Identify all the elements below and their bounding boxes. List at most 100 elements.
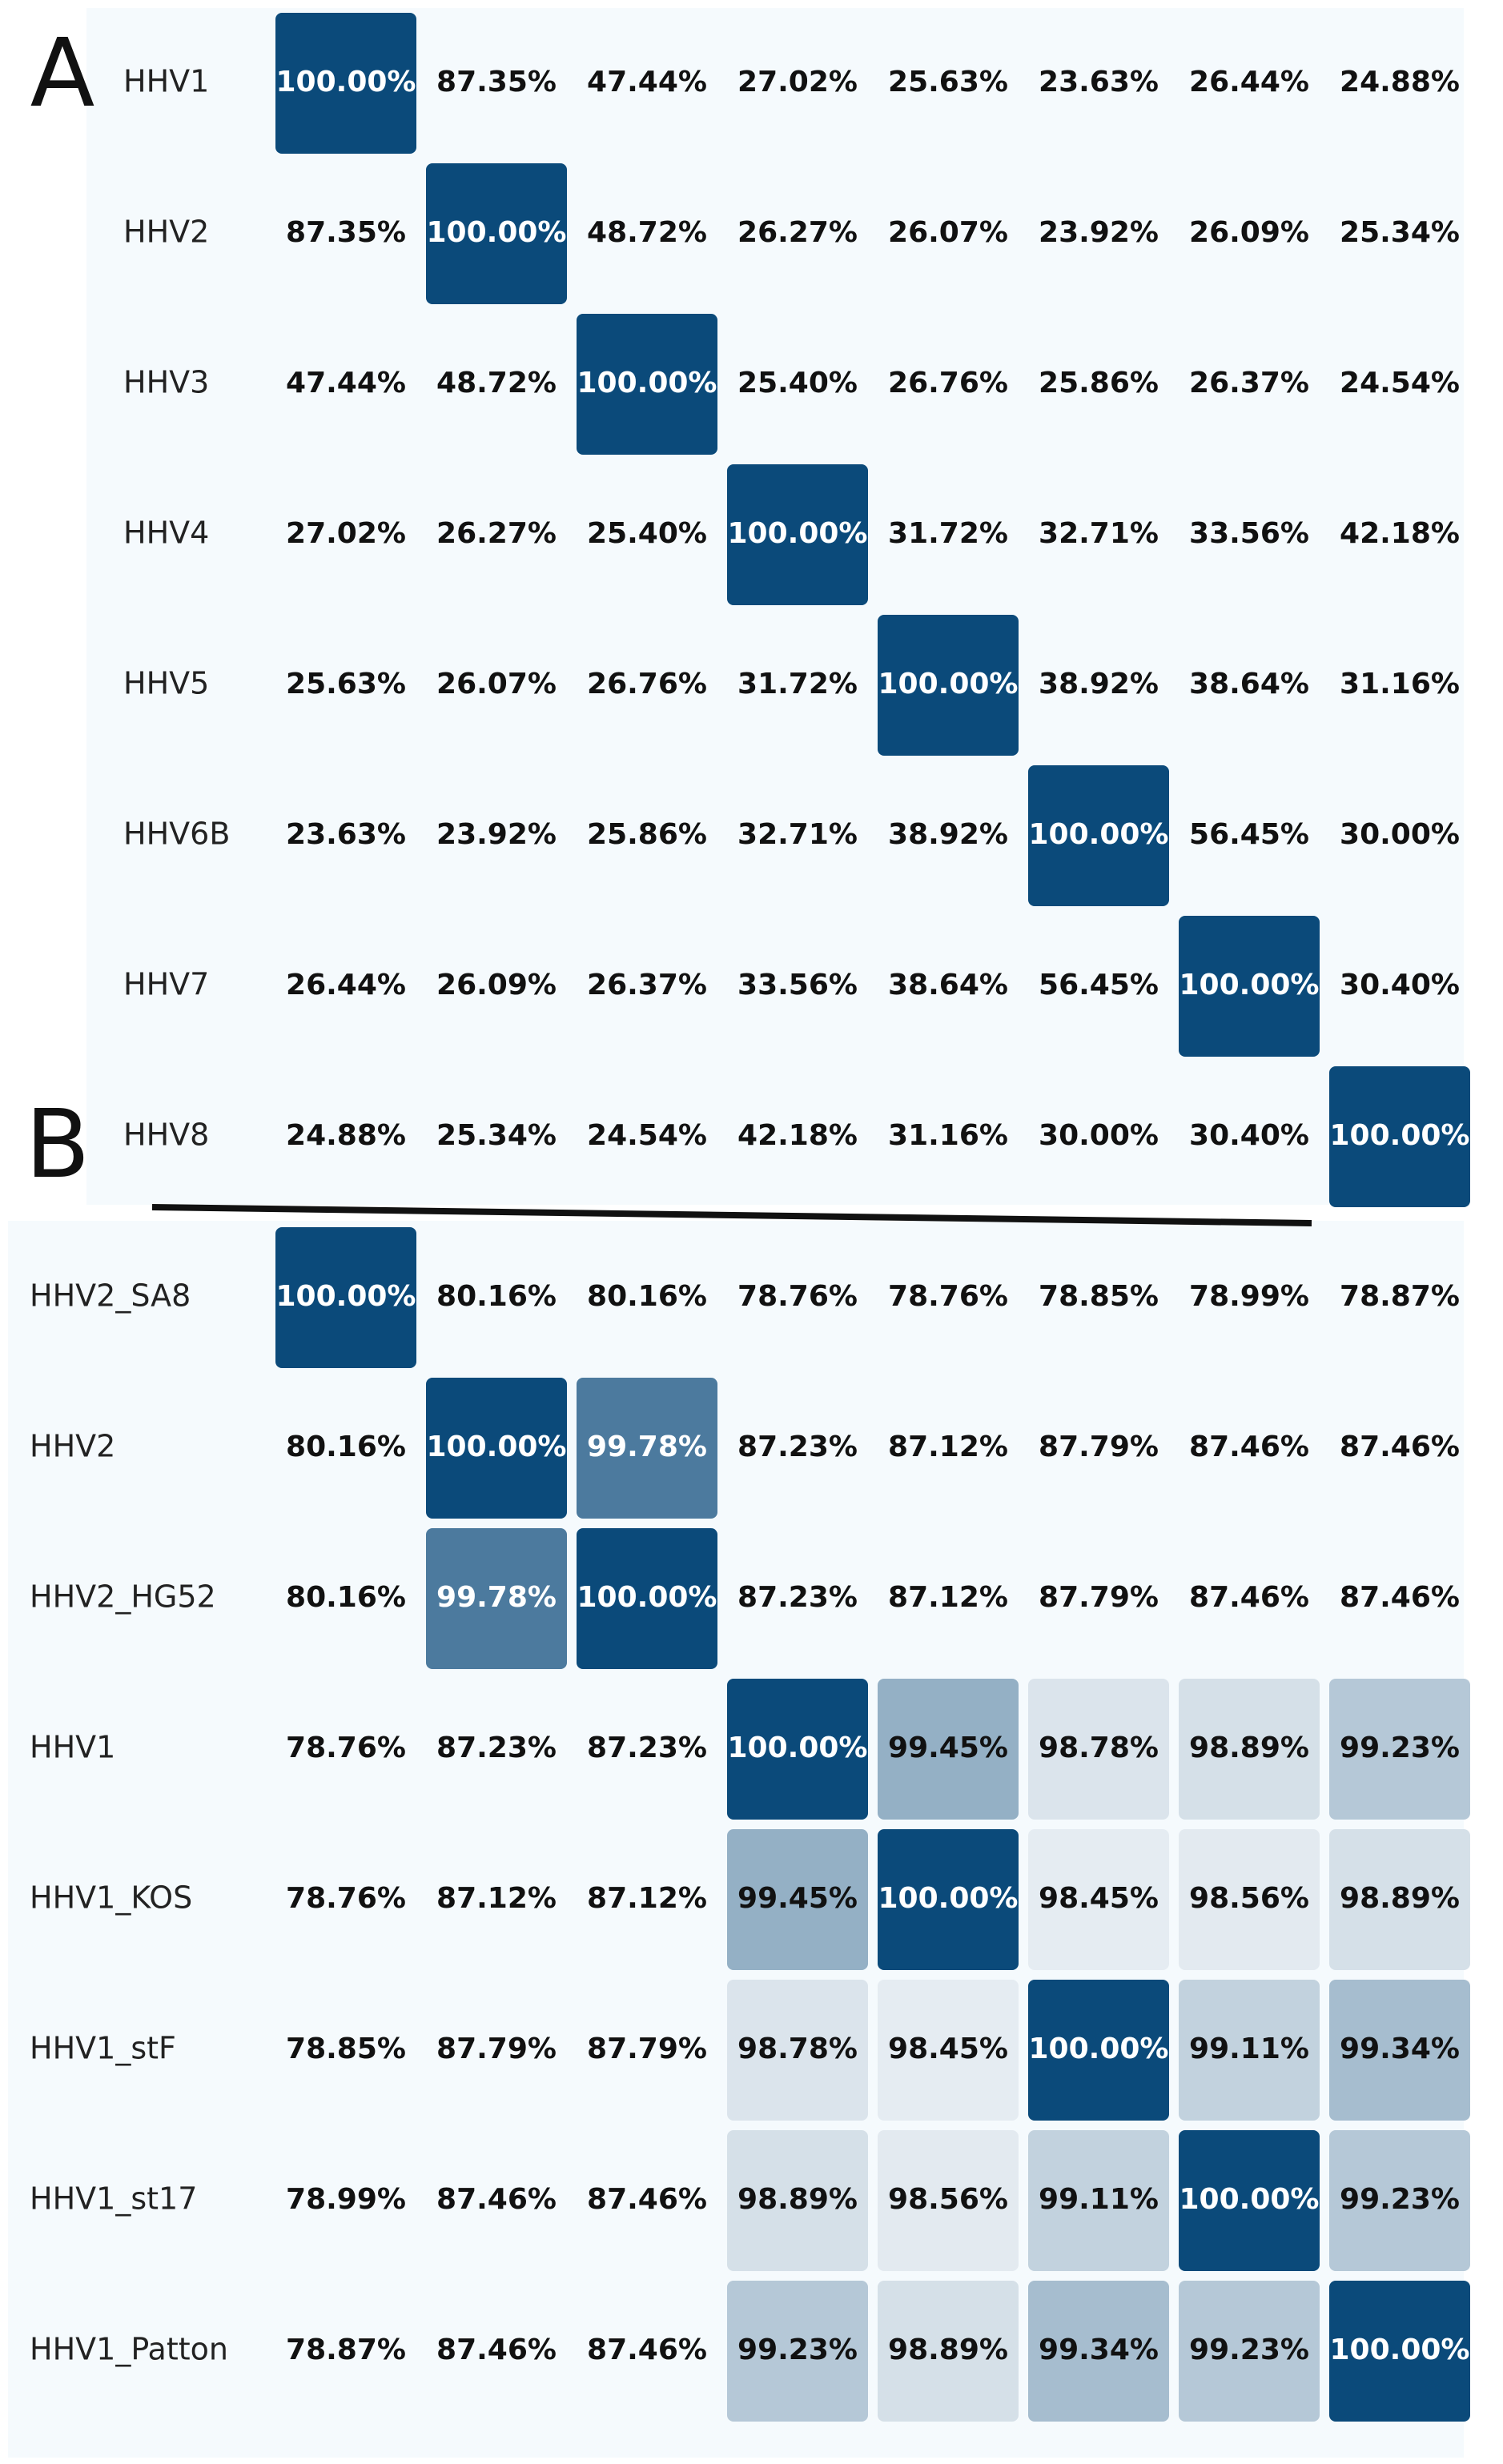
heat-cell [1028,2130,1169,2271]
heat-cell [1329,1980,1470,2121]
cell-label: 87.23% [436,1732,557,1764]
cell-label: 78.85% [1039,1280,1159,1313]
heat-cell [727,2281,868,2422]
cell-label: 24.54% [587,1119,707,1152]
cell-label: 25.40% [737,367,858,399]
cell-label: 23.92% [436,818,557,851]
heat-cell [1028,1980,1169,2121]
cell-label: 31.72% [737,668,858,700]
cell-label: 30.00% [1039,1119,1159,1152]
cell-label: 31.16% [1340,668,1460,700]
row-label: HHV1_st17 [30,2181,197,2217]
divider [151,1204,1312,1226]
cell-label: 99.45% [888,1732,1008,1764]
cell-label: 25.63% [286,668,406,700]
cell-label: 26.44% [1189,66,1309,98]
cell-label: 24.54% [1340,367,1460,399]
cell-label: 38.64% [888,969,1008,1001]
cell-label: 98.89% [1340,1882,1460,1915]
row-label: HHV3 [123,365,209,400]
cell-label: 87.12% [436,1882,557,1915]
cell-label: 26.76% [587,668,707,700]
heat-cell [426,1378,567,1519]
cell-label: 78.76% [888,1280,1008,1313]
cell-label: 100.00% [1330,1119,1470,1152]
cell-label: 26.09% [436,969,557,1001]
cell-label: 26.27% [737,216,858,249]
cell-label: 98.78% [1039,1732,1159,1764]
heat-cell [878,2130,1019,2271]
cell-label: 87.46% [1189,1581,1309,1614]
cell-label: 99.78% [587,1431,707,1463]
cell-label: 87.46% [436,2183,557,2216]
cell-label: 87.46% [587,2334,707,2366]
cell-label: 87.12% [888,1581,1008,1614]
row-label: HHV2 [123,215,209,250]
cell-label: 99.34% [1340,2033,1460,2065]
cell-label: 26.07% [436,668,557,700]
row-label: HHV6B [123,817,230,852]
cell-label: 30.40% [1340,969,1460,1001]
row-label: HHV1 [30,1730,115,1765]
heat-cell [727,1980,868,2121]
cell-label: 100.00% [728,517,868,550]
cell-label: 80.16% [286,1431,406,1463]
heat-cell [1028,1829,1169,1970]
row-label: HHV2 [30,1429,115,1464]
cell-label: 78.99% [286,2183,406,2216]
heat-cell [1179,1679,1320,1820]
cell-label: 33.56% [737,969,858,1001]
cell-label: 98.56% [888,2183,1008,2216]
cell-label: 99.23% [1189,2334,1309,2366]
cell-label: 25.40% [587,517,707,550]
cell-label: 33.56% [1189,517,1309,550]
cell-label: 31.16% [888,1119,1008,1152]
cell-label: 25.86% [1039,367,1159,399]
cell-label: 99.34% [1039,2334,1159,2366]
cell-label: 98.78% [737,2033,858,2065]
cell-label: 78.87% [286,2334,406,2366]
cell-label: 32.71% [737,818,858,851]
cell-label: 31.72% [888,517,1008,550]
heat-cell [1028,2281,1169,2422]
cell-label: 87.79% [1039,1581,1159,1614]
cell-label: 100.00% [276,1280,416,1313]
cell-label: 32.71% [1039,517,1159,550]
heat-cell [1179,2130,1320,2271]
row-label: HHV2_SA8 [30,1278,191,1314]
panel-label: B [26,1089,90,1199]
cell-label: 99.45% [737,1882,858,1915]
cell-label: 25.34% [1340,216,1460,249]
cell-label: 23.92% [1039,216,1159,249]
cell-label: 38.92% [1039,668,1159,700]
cell-label: 56.45% [1189,818,1309,851]
cell-label: 26.37% [587,969,707,1001]
cell-label: 26.09% [1189,216,1309,249]
cell-label: 38.64% [1189,668,1309,700]
cell-label: 87.46% [1340,1581,1460,1614]
cell-label: 80.16% [286,1581,406,1614]
cell-label: 42.18% [1340,517,1460,550]
row-label: HHV1_stF [30,2031,176,2066]
cell-label: 87.12% [888,1431,1008,1463]
cell-label: 47.44% [286,367,406,399]
cell-label: 78.87% [1340,1280,1460,1313]
heat-cell [727,464,868,605]
heat-cell [727,1679,868,1820]
cell-label: 48.72% [587,216,707,249]
heat-cell [878,1679,1019,1820]
cell-label: 100.00% [1330,2334,1470,2366]
cell-label: 78.76% [737,1280,858,1313]
cell-label: 27.02% [286,517,406,550]
heat-cell [878,2281,1019,2422]
cell-label: 26.44% [286,969,406,1001]
row-label: HHV1_KOS [30,1880,192,1916]
cell-label: 87.23% [587,1732,707,1764]
cell-label: 87.46% [436,2334,557,2366]
cell-label: 98.89% [737,2183,858,2216]
cell-label: 99.11% [1189,2033,1309,2065]
cell-label: 100.00% [1179,2183,1320,2216]
panel-label: A [30,18,95,128]
